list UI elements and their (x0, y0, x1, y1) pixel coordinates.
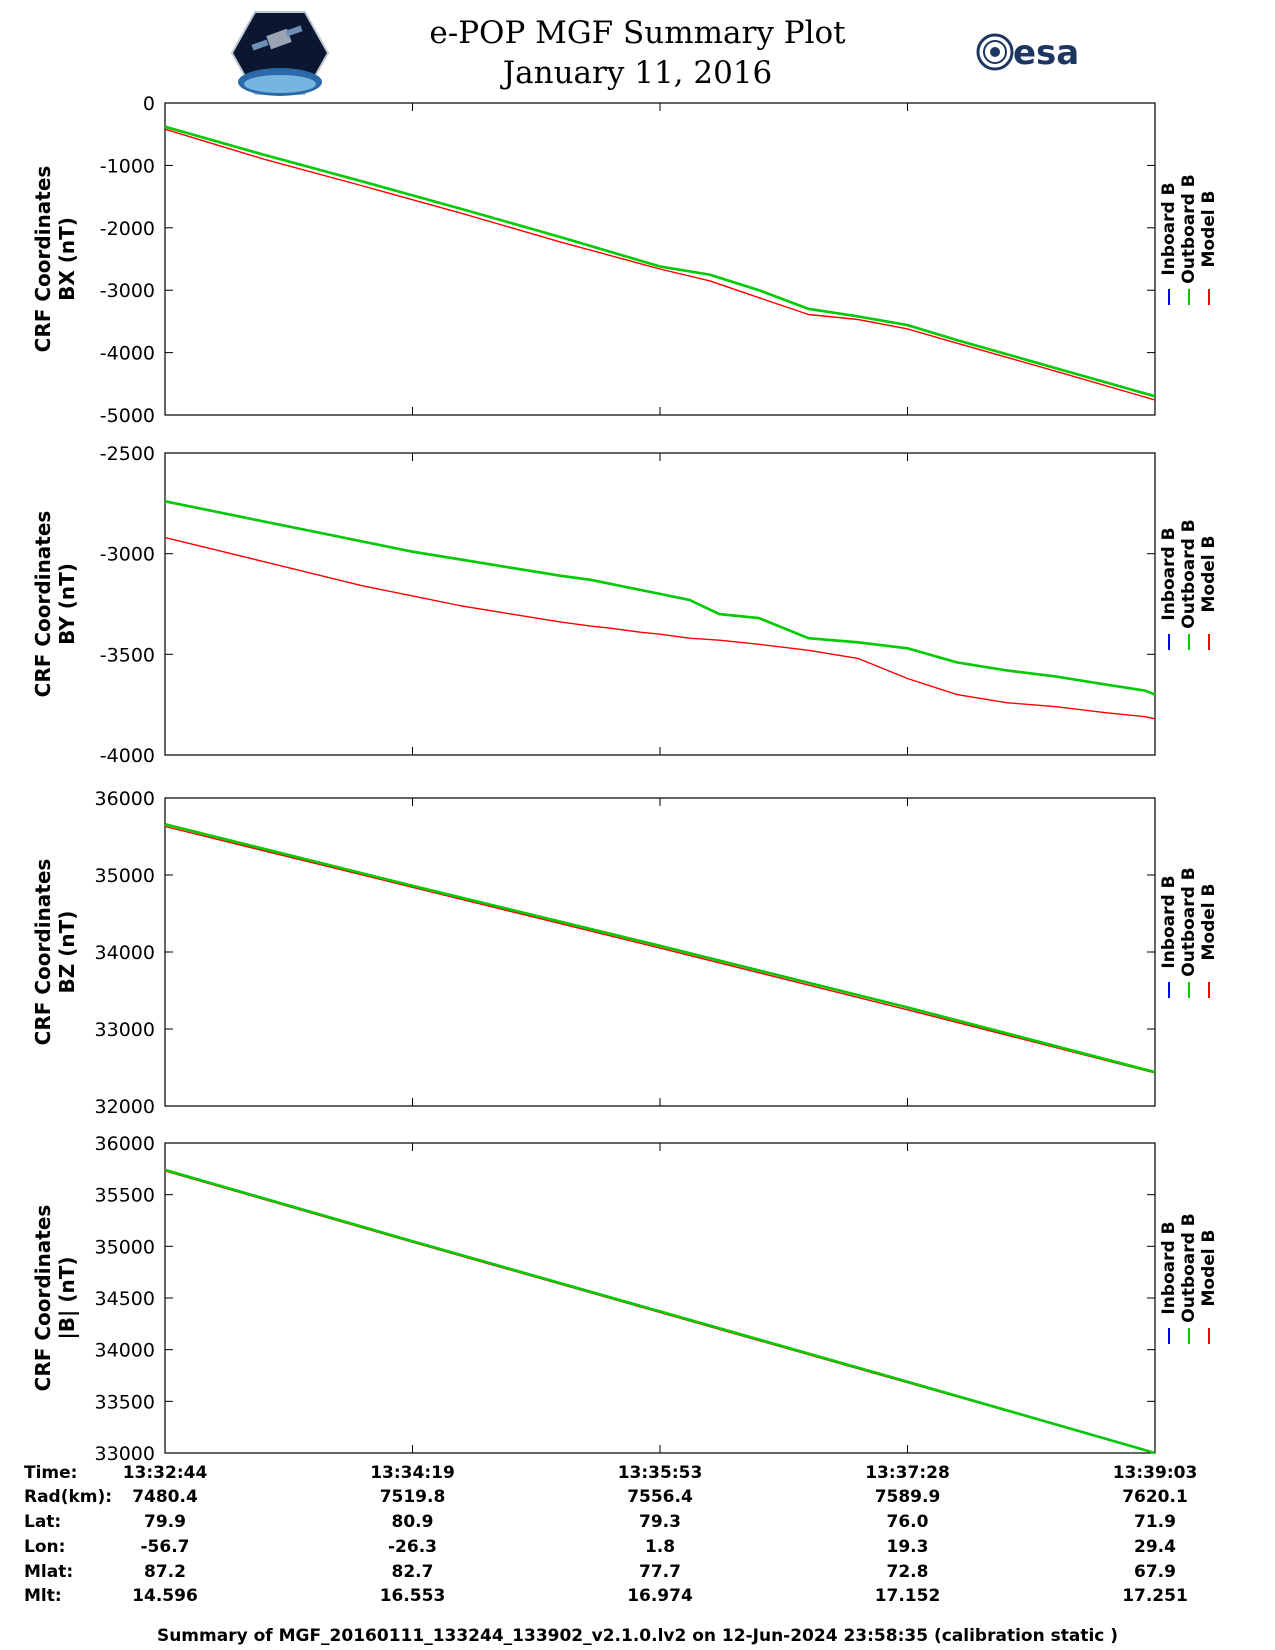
orbit-cell: 13:32:44 (123, 1463, 208, 1483)
y-axis-label: CRF Coordinates (31, 166, 55, 353)
plot-frame (164, 797, 1156, 1107)
legend-label: Inboard B (1159, 1221, 1179, 1314)
series-line-model-b (164, 536, 1156, 720)
orbit-cell: 13:39:03 (1113, 1463, 1198, 1483)
orbit-row-label: Lon: (24, 1537, 65, 1557)
orbit-cell: 16.553 (380, 1586, 446, 1606)
orbit-cell: 7620.1 (1122, 1487, 1188, 1507)
orbit-cell: 16.974 (627, 1586, 693, 1606)
y-tick-label: 34000 (95, 942, 155, 964)
y-axis-label: |B| (nT) (55, 1257, 79, 1340)
legend-label: Outboard B (1179, 519, 1199, 628)
y-tick-label: 0 (143, 93, 155, 115)
orbit-cell: 1.8 (645, 1537, 675, 1557)
y-tick-label: 35500 (95, 1185, 155, 1207)
orbit-cell: 80.9 (392, 1512, 434, 1532)
orbit-cell: 87.2 (144, 1562, 186, 1582)
series-line-outboard-b (164, 500, 1156, 696)
legend-label: Outboard B (1179, 1213, 1199, 1322)
orbit-cell: 71.9 (1134, 1512, 1176, 1532)
legend-label: Inboard B (1159, 527, 1179, 620)
y-tick-label: -2000 (100, 218, 155, 240)
legend-label: Model B (1199, 191, 1219, 268)
orbit-row-label: Mlt: (24, 1586, 62, 1606)
y-axis-label: BX (nT) (55, 217, 79, 301)
cassiope-logo (230, 11, 330, 96)
orbit-cell: -56.7 (141, 1537, 190, 1557)
orbit-cell: 7556.4 (627, 1487, 693, 1507)
y-axis-label: CRF Coordinates (31, 1205, 55, 1392)
orbit-cell: 7519.8 (380, 1487, 446, 1507)
y-tick-label: 33500 (95, 1391, 155, 1413)
y-tick-label: -3000 (100, 280, 155, 302)
orbit-cell: 13:34:19 (370, 1463, 455, 1483)
series-line-outboard-b (164, 1168, 1156, 1455)
y-axis-label: BZ (nT) (55, 911, 79, 994)
legend-label: Inboard B (1159, 875, 1179, 968)
y-tick-label: -3000 (100, 544, 155, 566)
y-tick-label: -2500 (100, 443, 155, 465)
y-tick-label: 36000 (95, 788, 155, 810)
y-tick-label: -5000 (100, 405, 155, 427)
plot-frame (164, 102, 1156, 416)
y-tick-label: 34000 (95, 1340, 155, 1362)
legend-label: Model B (1199, 536, 1219, 613)
orbit-cell: 19.3 (887, 1537, 929, 1557)
orbit-cell: 82.7 (392, 1562, 434, 1582)
plot-title: e-POP MGF Summary Plot (429, 15, 846, 51)
orbit-cell: 13:35:53 (618, 1463, 703, 1483)
footer-caption: Summary of MGF_20160111_133244_133902_v2… (156, 1626, 1119, 1646)
y-axis-label: BY (nT) (55, 563, 79, 645)
legend-label: Inboard B (1159, 182, 1179, 275)
orbit-cell: 77.7 (639, 1562, 681, 1582)
esa-logo-text: esa (1013, 33, 1079, 73)
y-axis-label: CRF Coordinates (31, 511, 55, 698)
orbit-cell: -26.3 (388, 1537, 437, 1557)
orbit-cell: 7480.4 (132, 1487, 198, 1507)
series-line-model-b (164, 128, 1156, 401)
orbit-row-label: Time: (24, 1463, 77, 1483)
orbit-cell: 17.152 (875, 1586, 941, 1606)
orbit-cell: 7589.9 (875, 1487, 941, 1507)
y-tick-label: -4000 (100, 745, 155, 767)
y-tick-label: 32000 (95, 1096, 155, 1118)
legend-label: Outboard B (1179, 174, 1199, 283)
orbit-cell: 67.9 (1134, 1562, 1176, 1582)
orbit-cell: 17.251 (1122, 1586, 1188, 1606)
y-tick-label: -4000 (100, 343, 155, 365)
y-tick-label: 35000 (95, 1236, 155, 1258)
y-tick-label: 35000 (95, 865, 155, 887)
y-tick-label: 34500 (95, 1288, 155, 1310)
y-tick-label: 36000 (95, 1133, 155, 1155)
legend-label: Model B (1199, 1230, 1219, 1307)
orbit-cell: 14.596 (132, 1586, 198, 1606)
series-line-model-b (164, 825, 1156, 1074)
plot-frame (164, 1142, 1156, 1454)
orbit-cell: 76.0 (887, 1512, 929, 1532)
legend-label: Outboard B (1179, 867, 1199, 976)
orbit-row-label: Rad(km): (24, 1487, 112, 1507)
series-line-outboard-b (164, 125, 1156, 398)
orbit-row-label: Mlat: (24, 1562, 73, 1582)
y-tick-label: 33000 (95, 1443, 155, 1465)
orbit-cell: 29.4 (1134, 1537, 1176, 1557)
series-line-outboard-b (164, 822, 1156, 1074)
orbit-row-label: Lat: (24, 1512, 61, 1532)
legend-label: Model B (1199, 884, 1219, 961)
plot-date: January 11, 2016 (502, 55, 773, 91)
y-tick-label: -1000 (100, 155, 155, 177)
orbit-cell: 79.3 (639, 1512, 681, 1532)
esa-logo: esa (976, 33, 1079, 73)
orbit-cell: 79.9 (144, 1512, 186, 1532)
plot-frame (164, 452, 1156, 756)
orbit-cell: 72.8 (887, 1562, 929, 1582)
y-axis-label: CRF Coordinates (31, 859, 55, 1046)
y-tick-label: 33000 (95, 1019, 155, 1041)
y-tick-label: -3500 (100, 644, 155, 666)
orbit-cell: 13:37:28 (865, 1463, 950, 1483)
